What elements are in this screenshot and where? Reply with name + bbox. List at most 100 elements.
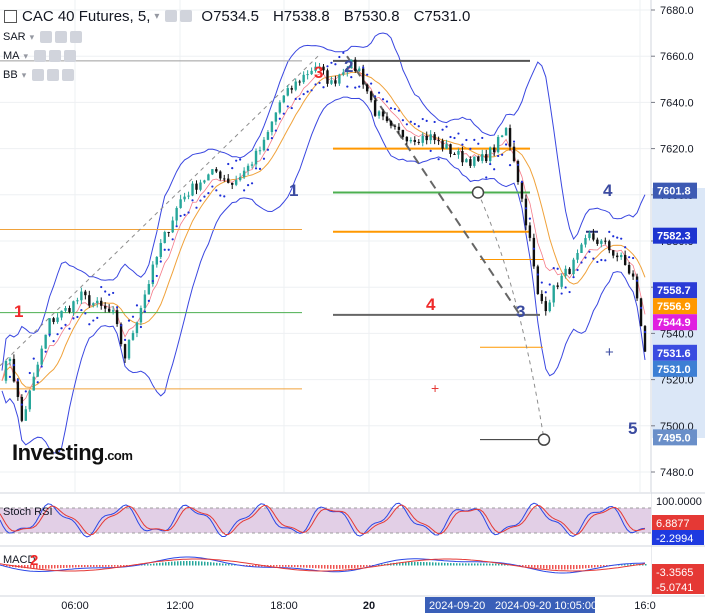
- price-label-bg: [653, 298, 697, 315]
- candle-body: [417, 141, 420, 143]
- macd-histogram-bar: [492, 563, 494, 566]
- candle-body: [32, 376, 35, 391]
- candle-body: [350, 59, 353, 69]
- macd-histogram-bar: [423, 562, 425, 566]
- price-label-text: 7556.9: [657, 301, 691, 313]
- candle-body: [282, 95, 286, 103]
- sar-dot: [560, 292, 563, 295]
- candle-body: [540, 293, 544, 302]
- macd-histogram-bar: [84, 565, 86, 568]
- macd-histogram-bar: [174, 561, 176, 566]
- settings-icon[interactable]: [49, 50, 62, 62]
- macd-histogram-bar: [576, 565, 578, 570]
- macd-histogram-bar: [27, 565, 29, 569]
- macd-histogram-bar: [294, 565, 296, 568]
- sar-dot: [624, 246, 627, 249]
- candle-body: [401, 129, 405, 137]
- sar-dot: [381, 98, 385, 101]
- price-label-text: 7601.8: [657, 186, 691, 198]
- visibility-icon[interactable]: [40, 31, 53, 43]
- wave-label: 3: [516, 302, 525, 321]
- sar-dot: [127, 319, 131, 322]
- chart-header: CAC 40 Futures, 5, ▾ O7534.5 H7538.8 B75…: [2, 6, 478, 26]
- macd-histogram-bar: [57, 565, 59, 569]
- close-icon[interactable]: [70, 31, 83, 43]
- candle-body: [127, 339, 131, 359]
- candle-body: [318, 66, 321, 68]
- drawing-tools: [0, 55, 598, 446]
- settings-icon[interactable]: [47, 69, 60, 81]
- trend-line: [346, 55, 521, 316]
- annotations: 1 1 2 3 4 3 4 5 + +: [14, 57, 637, 438]
- macd-histogram-bar: [456, 563, 458, 566]
- sar-dot: [445, 125, 448, 128]
- settings-icon[interactable]: [55, 31, 68, 43]
- macd-signal-line: [0, 558, 646, 572]
- macd-histogram-bar: [570, 565, 572, 570]
- sar-dot: [497, 154, 500, 158]
- macd-histogram-bar: [36, 565, 38, 569]
- indicator-row-sar[interactable]: SAR ▾: [3, 29, 85, 45]
- candle-body: [258, 150, 262, 152]
- candle-body: [28, 390, 31, 410]
- settings-icon[interactable]: [180, 10, 193, 22]
- candle-body: [12, 358, 16, 382]
- macd-histogram-bar: [66, 565, 68, 568]
- candle-body: [504, 128, 508, 136]
- macd-histogram-bar: [171, 561, 173, 566]
- candle-body: [592, 233, 595, 240]
- candle-body: [600, 240, 603, 244]
- menu-icon[interactable]: [4, 9, 17, 23]
- investing-logo: Investing.com: [12, 440, 133, 465]
- chevron-down-icon[interactable]: ▾: [21, 69, 27, 80]
- visibility-icon[interactable]: [165, 10, 178, 22]
- candle-body: [354, 59, 357, 71]
- sar-dot: [524, 207, 528, 210]
- candle-body: [274, 112, 278, 122]
- macd-histogram-bar: [594, 565, 596, 568]
- close-icon[interactable]: [62, 69, 75, 81]
- sar-dot: [302, 93, 305, 96]
- time-tick-label: 20: [363, 600, 375, 612]
- price-label: 7495.0: [653, 429, 697, 446]
- sar-dot: [489, 162, 492, 166]
- macd-histogram-bar: [213, 562, 215, 566]
- sar-dot: [477, 142, 480, 145]
- sar-dot: [155, 274, 158, 278]
- macd-histogram-bar: [276, 565, 278, 567]
- visibility-icon[interactable]: [32, 69, 45, 81]
- sar-dot: [568, 290, 571, 294]
- macd-histogram-bar: [342, 565, 344, 569]
- candle-body: [135, 322, 139, 334]
- macd-histogram-bar: [633, 564, 635, 566]
- chevron-down-icon[interactable]: ▾: [154, 10, 160, 22]
- arc-line: [477, 192, 545, 440]
- wave-label: 4: [426, 295, 436, 314]
- macd-histogram-bar: [483, 563, 485, 566]
- sar-dot: [338, 55, 341, 59]
- macd-histogram-bar: [309, 565, 311, 568]
- sar-dot: [112, 291, 115, 295]
- visibility-icon[interactable]: [34, 50, 47, 62]
- macd-histogram-bar: [597, 565, 599, 568]
- chevron-down-icon[interactable]: ▾: [23, 50, 29, 61]
- sar-dot: [32, 357, 35, 360]
- macd-histogram-bar: [444, 562, 446, 566]
- macd-histogram-bar: [336, 565, 338, 569]
- indicator-row-bb[interactable]: BB ▾: [3, 67, 77, 83]
- symbol-title[interactable]: CAC 40 Futures, 5,: [22, 7, 151, 25]
- chevron-down-icon[interactable]: ▾: [29, 31, 35, 42]
- plus-marker: +: [431, 380, 439, 396]
- indicator-row-ma[interactable]: MA ▾: [3, 48, 79, 64]
- candle-body: [381, 111, 385, 117]
- pane-label-text: 100.0000: [656, 496, 702, 508]
- close-icon[interactable]: [64, 50, 77, 62]
- sar-dot: [246, 184, 250, 187]
- macd-histogram-bar: [438, 562, 440, 566]
- candle-body: [548, 302, 551, 312]
- macd-histogram-bar: [159, 562, 161, 566]
- ohlc-open: O7534.5: [201, 7, 259, 25]
- macd-histogram-bar: [39, 565, 41, 569]
- macd-histogram-bar: [300, 565, 302, 568]
